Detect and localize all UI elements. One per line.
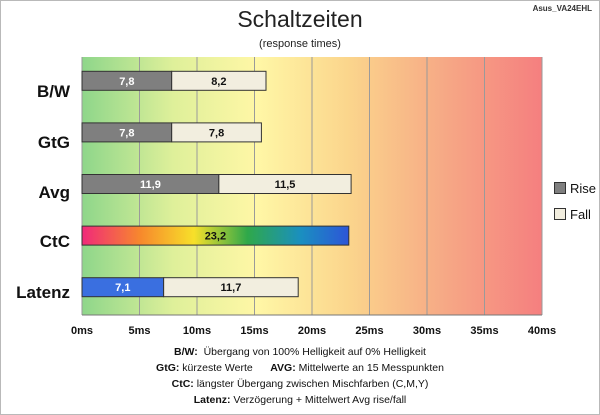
bar-label-rise: 7,8 — [119, 76, 134, 88]
x-tick-label: 5ms — [128, 325, 150, 337]
footnote-ctc: CtC: längster Übergang zwischen Mischfar… — [0, 378, 600, 390]
bar-label-rise: 7,1 — [115, 282, 130, 294]
x-tick-label: 40ms — [528, 325, 556, 337]
footnote-latenz: Latenz: Verzögerung + Mittelwert Avg ris… — [0, 394, 600, 406]
footnote-gtg-avg: GtG: kürzeste Werte AVG: Mittelwerte an … — [0, 362, 600, 374]
footnote-text: kürzeste Werte — [182, 362, 253, 374]
category-label-bw: B/W — [36, 82, 70, 101]
chart-subtitle: (response times) — [259, 38, 341, 50]
legend-item-fall: Fall — [554, 207, 591, 222]
legend-label-fall: Fall — [570, 207, 591, 222]
legend-swatch-rise — [554, 182, 566, 194]
bar-label-fall: 11,7 — [221, 282, 242, 294]
footnote-key: GtG: — [156, 362, 180, 374]
category-label-avg: Avg — [38, 183, 71, 202]
footnote-key: B/W: — [174, 346, 198, 358]
bar-fall — [163, 277, 299, 298]
bar-fall — [171, 70, 267, 91]
category-label-ctc: CtC — [39, 232, 70, 251]
footnote-text: längster Übergang zwischen Mischfarben (… — [196, 378, 429, 390]
footnote-key: CtC: — [171, 378, 194, 390]
x-tick-label: 10ms — [183, 325, 211, 337]
footnote-text: Übergang von 100% Helligkeit auf 0% Hell… — [203, 346, 426, 358]
x-tick-label: 20ms — [298, 325, 326, 337]
footnote-key: Latenz: — [193, 394, 231, 406]
bar-label-rise: 23,2 — [205, 231, 226, 243]
bar-rise — [81, 225, 350, 246]
x-tick-label: 15ms — [240, 325, 268, 337]
footnote-text: Mittelwerte an 15 Messpunkten — [298, 362, 444, 374]
category-label-gtg: GtG — [37, 133, 70, 152]
legend-swatch-fall — [554, 208, 566, 220]
bar-label-rise: 11,9 — [140, 179, 161, 191]
chart-title: Schaltzeiten — [237, 6, 363, 32]
legend-label-rise: Rise — [570, 181, 597, 196]
footnote-bw: B/W: Übergang von 100% Helligkeit auf 0%… — [0, 346, 600, 358]
legend-item-rise: Rise — [554, 181, 596, 196]
bar-fall — [218, 174, 352, 194]
bar-label-fall: 11,5 — [275, 179, 296, 191]
x-tick-label: 0ms — [71, 325, 93, 337]
bar-label-rise: 7,8 — [119, 127, 134, 139]
x-tick-label: 30ms — [413, 325, 441, 337]
x-tick-label: 35ms — [470, 325, 498, 337]
x-tick-label: 25ms — [355, 325, 383, 337]
bar-label-fall: 7,8 — [209, 127, 224, 139]
footnote-key: AVG: — [270, 362, 296, 374]
footnote-text: Verzögerung + Mittelwert Avg rise/fall — [233, 394, 407, 406]
bar-label-fall: 8,2 — [211, 76, 226, 88]
model-label: Asus_VA24EHL — [532, 4, 592, 13]
category-label-latenz: Latenz — [16, 283, 70, 302]
bar-fall — [171, 122, 262, 143]
